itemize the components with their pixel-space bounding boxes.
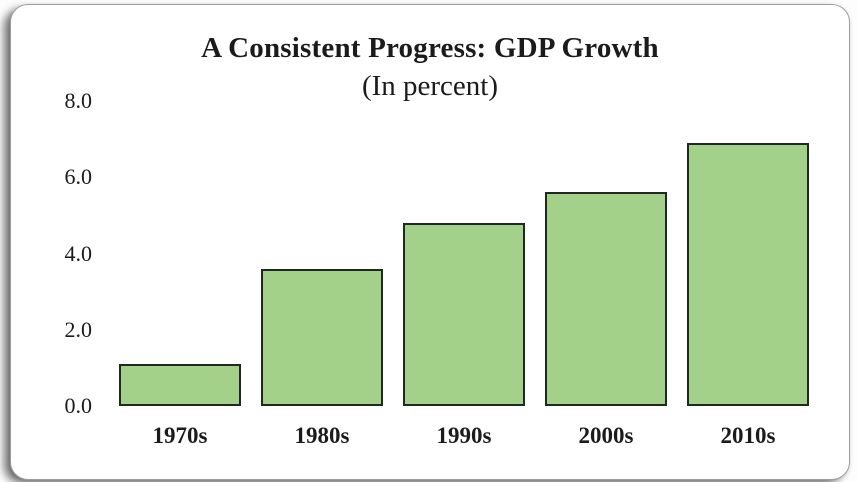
bar-2000s xyxy=(545,192,667,406)
chart-title: A Consistent Progress: GDP Growth xyxy=(201,32,659,64)
bar-2010s xyxy=(687,143,809,406)
chart-subtitle: (In percent) xyxy=(361,70,499,102)
x-category-label: 2010s xyxy=(720,423,776,448)
y-tick-label: 2.0 xyxy=(64,316,93,342)
x-category-label: 1990s xyxy=(436,423,492,448)
x-category-label: 1970s xyxy=(152,423,208,448)
bar-1990s xyxy=(403,223,525,406)
y-axis: 8.0 6.0 4.0 2.0 0.0 xyxy=(22,90,93,417)
y-tick-label: 8.0 xyxy=(64,88,93,113)
plot-area xyxy=(119,101,809,406)
x-category-label: 2000s xyxy=(578,423,634,448)
x-axis: 1970s 1980s 1990s 2000s 2010s xyxy=(119,422,809,454)
x-category-label: 1980s xyxy=(294,423,350,448)
y-tick-label: 0.0 xyxy=(64,393,93,418)
y-tick-label: 4.0 xyxy=(64,240,93,266)
y-tick-label: 6.0 xyxy=(64,164,93,190)
bar-1970s xyxy=(119,364,241,406)
bar-1980s xyxy=(261,269,383,406)
chart-card: A Consistent Progress: GDP Growth (In pe… xyxy=(10,4,850,480)
